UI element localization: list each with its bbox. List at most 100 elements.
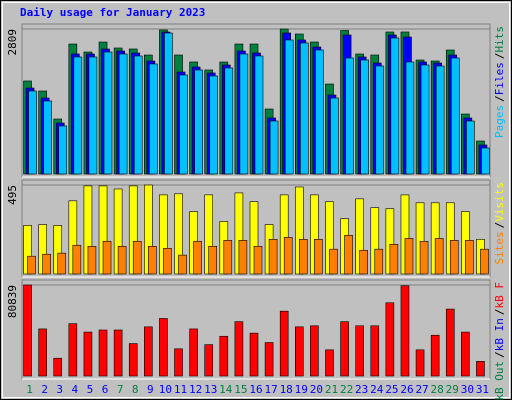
- bar: [344, 235, 353, 275]
- x-tick-label: 13: [204, 383, 217, 396]
- bar: [148, 246, 157, 275]
- legend: Pages/Files/Hits: [493, 26, 506, 138]
- legend-separator: /: [493, 222, 506, 229]
- y-tick-label: 495: [6, 185, 19, 205]
- bar: [194, 69, 203, 175]
- bar: [415, 349, 425, 377]
- bar: [249, 332, 259, 377]
- y-tick-label: 80839: [6, 285, 19, 318]
- bar: [390, 37, 400, 175]
- x-tick-label: 31: [476, 383, 489, 396]
- legend-separator: /: [493, 309, 506, 316]
- bar: [98, 329, 108, 377]
- x-tick-label: 14: [219, 383, 233, 396]
- bar: [404, 238, 414, 275]
- bar: [370, 325, 380, 377]
- legend-entry: Pages: [493, 105, 506, 138]
- bar: [103, 51, 113, 175]
- bar: [264, 342, 274, 377]
- bar: [83, 331, 93, 377]
- legend: kB Out/kB In/kB F: [493, 282, 506, 400]
- bar: [284, 39, 294, 175]
- bar: [219, 335, 229, 377]
- bar: [38, 328, 47, 377]
- bar: [465, 240, 474, 275]
- bar: [128, 343, 138, 377]
- bar: [359, 249, 368, 275]
- bar: [434, 238, 444, 275]
- bar: [400, 285, 410, 377]
- legend-separator: /: [493, 95, 506, 102]
- bar: [87, 246, 97, 275]
- bar: [174, 348, 183, 377]
- bar: [269, 120, 279, 175]
- x-tick-label: 6: [102, 383, 109, 396]
- x-tick-label: 16: [249, 383, 262, 396]
- bar: [239, 53, 249, 175]
- x-tick-label: 3: [56, 383, 63, 396]
- bar: [294, 326, 304, 377]
- bar: [355, 325, 364, 377]
- bar: [132, 240, 142, 275]
- bar: [208, 246, 218, 275]
- bar: [73, 56, 83, 175]
- bar: [480, 248, 489, 275]
- x-tick-label: 10: [159, 383, 172, 396]
- legend-entry: Sites: [493, 231, 506, 264]
- legend-entry: kB Out: [493, 361, 506, 400]
- bar: [163, 247, 172, 275]
- bar: [164, 32, 173, 175]
- bar: [419, 240, 429, 275]
- legend: Sites /Visits: [493, 182, 506, 265]
- bar: [310, 325, 319, 377]
- x-tick-label: 5: [87, 383, 94, 396]
- bar: [268, 238, 278, 275]
- x-tick-label: 27: [415, 383, 428, 396]
- legend-entry: kB In: [493, 318, 506, 351]
- x-tick-label: 22: [340, 383, 353, 396]
- bar: [88, 56, 98, 175]
- bar: [178, 254, 187, 275]
- bar: [330, 97, 339, 175]
- bar: [445, 308, 455, 377]
- bar: [53, 357, 63, 377]
- bar: [315, 49, 324, 175]
- bar: [449, 240, 459, 275]
- x-tick-label: 7: [117, 383, 124, 396]
- bar: [28, 90, 37, 175]
- bar: [209, 75, 219, 175]
- bar: [450, 57, 460, 175]
- x-tick-label: 8: [132, 383, 139, 396]
- bar: [57, 252, 67, 275]
- y-tick-label: 2809: [6, 29, 19, 56]
- bar: [58, 125, 68, 175]
- x-tick-label: 1: [26, 383, 33, 396]
- bar: [329, 248, 338, 275]
- bar: [193, 240, 202, 275]
- bar: [224, 67, 234, 175]
- x-tick-label: 23: [355, 383, 368, 396]
- bar: [374, 248, 384, 275]
- bar: [345, 57, 354, 175]
- bar: [298, 238, 308, 275]
- bar: [27, 255, 36, 275]
- bar: [117, 246, 127, 275]
- legend-entry: kB F: [493, 282, 506, 309]
- bar: [238, 240, 248, 275]
- bar: [204, 344, 214, 377]
- bar: [179, 74, 188, 175]
- x-tick-label: 24: [370, 383, 384, 396]
- x-tick-label: 11: [174, 383, 187, 396]
- bar: [43, 100, 52, 175]
- bar: [385, 302, 395, 377]
- x-tick-label: 15: [234, 383, 247, 396]
- bar: [72, 244, 82, 275]
- bar: [389, 244, 399, 275]
- bar: [375, 65, 385, 175]
- x-tick-label: 12: [189, 383, 202, 396]
- bar: [23, 284, 32, 377]
- x-tick-label: 29: [446, 383, 459, 396]
- legend-separator: /: [493, 351, 506, 358]
